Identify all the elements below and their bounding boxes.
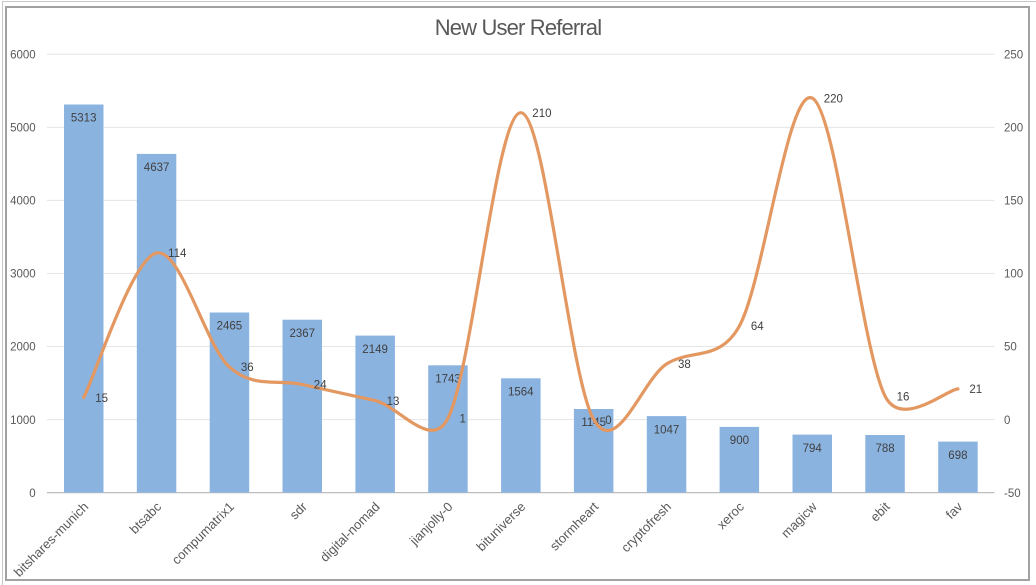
svg-text:1047: 1047 [654, 424, 680, 436]
svg-text:220: 220 [824, 93, 843, 105]
svg-text:3000: 3000 [10, 269, 36, 281]
svg-text:New User Referral: New User Referral [435, 15, 601, 40]
svg-text:2465: 2465 [217, 321, 243, 333]
svg-text:794: 794 [803, 443, 823, 455]
svg-text:4000: 4000 [10, 196, 36, 208]
svg-text:1564: 1564 [508, 387, 534, 399]
svg-text:24: 24 [314, 380, 327, 392]
svg-text:100: 100 [1004, 269, 1023, 281]
svg-text:250: 250 [1004, 50, 1023, 62]
svg-text:13: 13 [387, 396, 400, 408]
svg-text:1000: 1000 [10, 415, 36, 427]
svg-text:cryptofresh: cryptofresh [618, 499, 674, 555]
svg-text:50: 50 [1004, 342, 1017, 354]
svg-text:1: 1 [460, 413, 466, 425]
svg-text:200: 200 [1004, 123, 1023, 135]
svg-text:788: 788 [876, 443, 895, 455]
svg-text:magicw: magicw [778, 499, 820, 541]
svg-text:21: 21 [969, 384, 982, 396]
svg-text:-50: -50 [1004, 488, 1021, 500]
svg-text:stormheart: stormheart [547, 499, 602, 554]
svg-text:compumatrix1: compumatrix1 [169, 499, 237, 567]
svg-text:bitshares-munich: bitshares-munich [11, 499, 92, 580]
svg-text:5000: 5000 [10, 123, 36, 135]
svg-text:0: 0 [29, 488, 35, 500]
svg-text:36: 36 [241, 362, 254, 374]
svg-text:2149: 2149 [362, 344, 388, 356]
svg-text:698: 698 [948, 450, 967, 462]
svg-text:6000: 6000 [10, 50, 36, 62]
svg-text:2000: 2000 [10, 342, 36, 354]
svg-text:xeroc: xeroc [714, 499, 747, 532]
svg-text:fav: fav [943, 499, 966, 522]
svg-text:1743: 1743 [435, 374, 461, 386]
svg-text:900: 900 [730, 435, 749, 447]
svg-text:sdr: sdr [287, 499, 311, 523]
svg-text:0: 0 [605, 415, 611, 427]
svg-text:114: 114 [168, 248, 187, 260]
svg-text:ebit: ebit [867, 499, 893, 525]
svg-text:btsabc: btsabc [127, 499, 165, 537]
svg-text:jianjolly-0: jianjolly-0 [406, 499, 456, 549]
svg-text:38: 38 [678, 359, 691, 371]
svg-text:4637: 4637 [144, 162, 170, 174]
svg-text:150: 150 [1004, 196, 1023, 208]
svg-text:digital-nomad: digital-nomad [317, 499, 383, 565]
svg-text:15: 15 [95, 393, 108, 405]
svg-text:0: 0 [1004, 415, 1010, 427]
svg-text:64: 64 [751, 321, 764, 333]
svg-text:5313: 5313 [71, 113, 97, 125]
svg-text:210: 210 [532, 108, 551, 120]
svg-text:bituniverse: bituniverse [473, 499, 528, 554]
svg-text:16: 16 [897, 391, 910, 403]
svg-text:2367: 2367 [290, 328, 316, 340]
